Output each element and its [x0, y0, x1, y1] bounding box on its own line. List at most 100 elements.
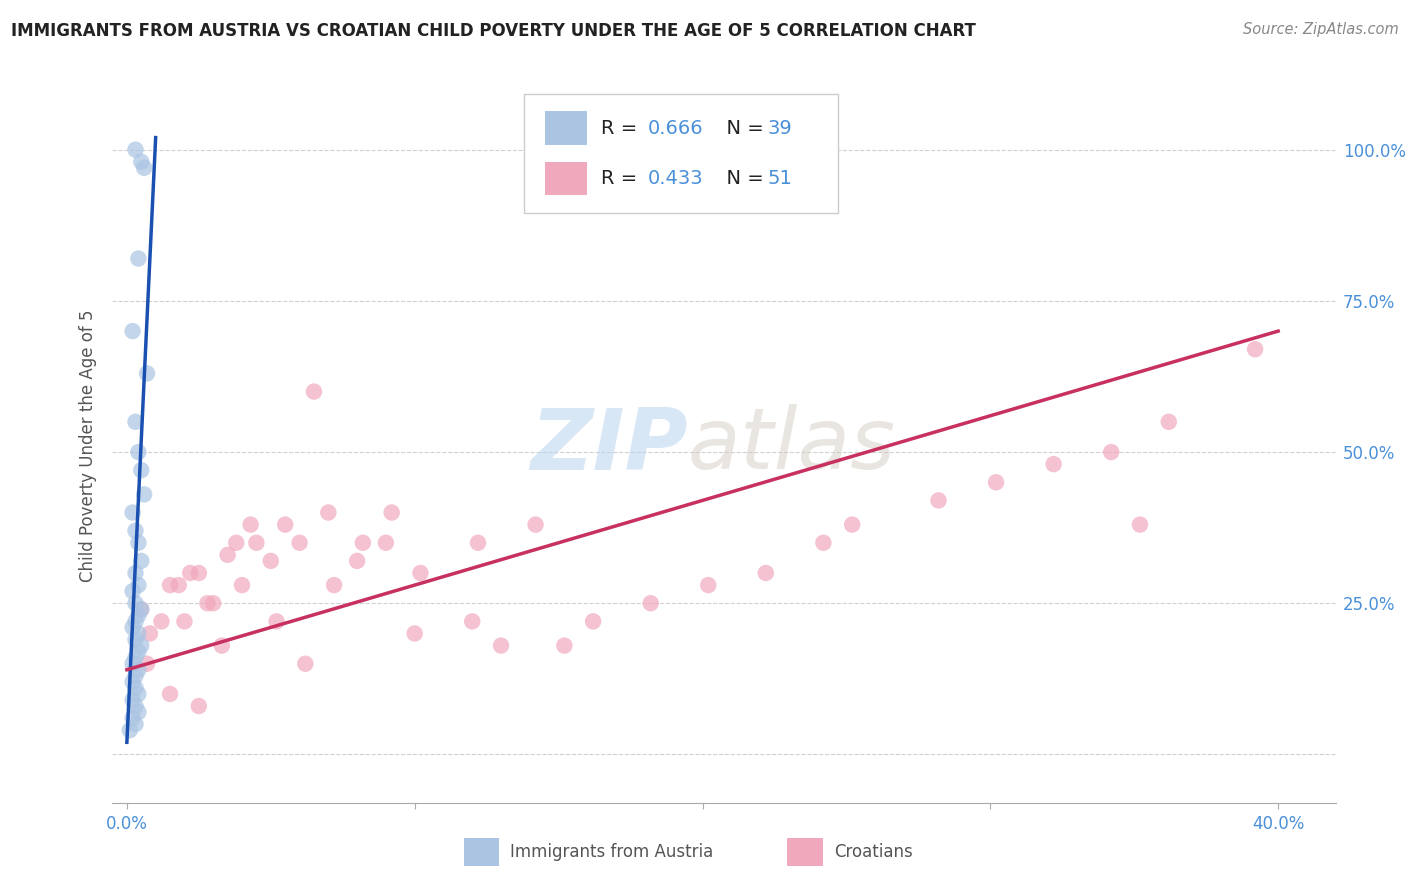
Point — [134, 161, 156, 175]
Point — [197, 596, 219, 610]
Point — [274, 517, 297, 532]
Point — [167, 578, 190, 592]
Text: N =: N = — [714, 119, 770, 137]
Point — [124, 415, 146, 429]
Point — [129, 602, 152, 616]
Point — [467, 535, 489, 549]
Point — [381, 506, 404, 520]
Point — [352, 535, 374, 549]
Text: 51: 51 — [768, 169, 792, 188]
Point — [409, 566, 432, 580]
Point — [231, 578, 253, 592]
Point — [124, 650, 146, 665]
Point — [121, 506, 143, 520]
Point — [124, 699, 146, 714]
Point — [187, 699, 209, 714]
Point — [127, 578, 149, 592]
Point — [294, 657, 316, 671]
Point — [323, 578, 346, 592]
Point — [121, 674, 143, 689]
Point — [127, 252, 149, 266]
Point — [225, 535, 247, 549]
Point — [124, 717, 146, 731]
Point — [150, 615, 173, 629]
Point — [1099, 445, 1122, 459]
Text: 0.666: 0.666 — [648, 119, 703, 137]
Point — [928, 493, 950, 508]
Point — [121, 693, 143, 707]
Point — [266, 615, 288, 629]
Text: Croatians: Croatians — [834, 843, 912, 861]
Point — [127, 705, 149, 719]
Point — [159, 687, 181, 701]
Point — [755, 566, 778, 580]
Point — [984, 475, 1007, 490]
Point — [260, 554, 283, 568]
Point — [461, 615, 484, 629]
Point — [121, 711, 143, 725]
Point — [211, 639, 233, 653]
Point — [129, 639, 152, 653]
Point — [374, 535, 396, 549]
Point — [124, 632, 146, 647]
Point — [124, 524, 146, 538]
Point — [1042, 457, 1064, 471]
Point — [1244, 343, 1267, 357]
Point — [127, 608, 149, 623]
Point — [813, 535, 835, 549]
Point — [136, 367, 159, 381]
Point — [134, 487, 156, 501]
Point — [245, 535, 267, 549]
Point — [1157, 415, 1180, 429]
Point — [121, 584, 143, 599]
Point — [129, 602, 152, 616]
Text: 39: 39 — [768, 119, 792, 137]
Point — [841, 517, 863, 532]
Point — [318, 506, 340, 520]
Point — [239, 517, 262, 532]
Point — [217, 548, 239, 562]
Point — [136, 657, 159, 671]
Point — [127, 445, 149, 459]
Point — [127, 535, 149, 549]
Text: R =: R = — [602, 169, 644, 188]
Point — [640, 596, 662, 610]
Point — [124, 596, 146, 610]
Point — [129, 554, 152, 568]
Point — [124, 681, 146, 695]
Text: atlas: atlas — [688, 404, 896, 488]
Point — [139, 626, 162, 640]
Point — [346, 554, 368, 568]
Point — [1129, 517, 1152, 532]
Point — [187, 566, 209, 580]
Point — [127, 687, 149, 701]
Point — [124, 615, 146, 629]
Point — [404, 626, 426, 640]
Point — [697, 578, 720, 592]
Text: IMMIGRANTS FROM AUSTRIA VS CROATIAN CHILD POVERTY UNDER THE AGE OF 5 CORRELATION: IMMIGRANTS FROM AUSTRIA VS CROATIAN CHIL… — [11, 22, 976, 40]
Point — [124, 566, 146, 580]
Text: N =: N = — [714, 169, 770, 188]
Point — [202, 596, 225, 610]
Point — [179, 566, 201, 580]
Text: Source: ZipAtlas.com: Source: ZipAtlas.com — [1243, 22, 1399, 37]
Point — [124, 143, 146, 157]
Y-axis label: Child Poverty Under the Age of 5: Child Poverty Under the Age of 5 — [79, 310, 97, 582]
Point — [124, 669, 146, 683]
Text: R =: R = — [602, 119, 644, 137]
Point — [129, 463, 152, 477]
Point — [173, 615, 195, 629]
Point — [582, 615, 605, 629]
Point — [302, 384, 325, 399]
Point — [127, 663, 149, 677]
Point — [127, 645, 149, 659]
Point — [288, 535, 311, 549]
Point — [489, 639, 512, 653]
Point — [159, 578, 181, 592]
Text: ZIP: ZIP — [530, 404, 688, 488]
Text: Immigrants from Austria: Immigrants from Austria — [510, 843, 714, 861]
Point — [524, 517, 547, 532]
Point — [553, 639, 575, 653]
Point — [127, 626, 149, 640]
Point — [118, 723, 141, 738]
